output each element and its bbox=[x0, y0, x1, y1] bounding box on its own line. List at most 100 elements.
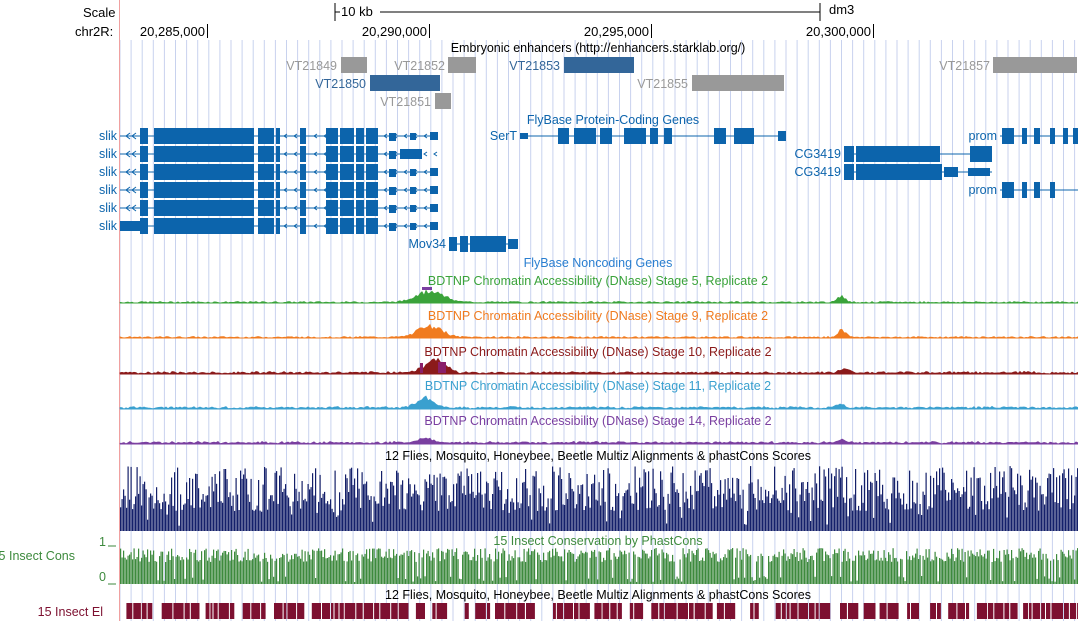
phastcons-bar bbox=[1002, 581, 1004, 584]
enhancer-label[interactable]: VT21852 bbox=[394, 59, 445, 73]
gene-label[interactable]: prom bbox=[969, 183, 997, 197]
mov34-exons[interactable] bbox=[449, 236, 518, 252]
multiz-bar bbox=[420, 504, 422, 531]
sert-exons[interactable] bbox=[520, 128, 786, 144]
gene-label[interactable]: slik bbox=[99, 147, 118, 161]
multiz-bar bbox=[583, 510, 585, 531]
phastcons-bar bbox=[454, 552, 456, 584]
prom-exons-1[interactable] bbox=[1002, 128, 1078, 144]
enhancer-label[interactable]: VT21851 bbox=[380, 95, 431, 109]
enhancer-feature[interactable] bbox=[564, 57, 634, 73]
gene-label[interactable]: slik bbox=[99, 183, 118, 197]
phastcons-bar bbox=[192, 577, 194, 584]
phastcons-bar bbox=[766, 578, 768, 584]
protein-coding-genes-track[interactable]: FlyBase Protein-Coding Genes slik slik s… bbox=[99, 113, 1078, 252]
phastcons-bar bbox=[429, 556, 431, 584]
gene-label[interactable]: Mov34 bbox=[408, 237, 446, 251]
strand-arrow bbox=[403, 187, 408, 193]
multiz-bar bbox=[960, 497, 962, 531]
phastcons-bar bbox=[585, 551, 587, 584]
conserved-element bbox=[840, 603, 847, 619]
conserved-element bbox=[937, 603, 941, 619]
phastcons-bar bbox=[984, 553, 986, 584]
gene-label[interactable]: slik bbox=[99, 201, 118, 215]
phastcons-bar bbox=[484, 548, 486, 584]
multiz-bar bbox=[432, 485, 434, 531]
phastcons-bar bbox=[501, 553, 503, 584]
enhancer-feature[interactable] bbox=[435, 93, 451, 109]
slik-transcripts[interactable]: slik slik slik slik slik slik bbox=[99, 128, 438, 234]
enhancer-label[interactable]: VT21857 bbox=[939, 59, 990, 73]
conserved-element bbox=[815, 603, 819, 619]
enhancer-feature[interactable] bbox=[341, 57, 367, 73]
enhancer-label[interactable]: VT21853 bbox=[509, 59, 560, 73]
gene-label[interactable]: slik bbox=[99, 219, 118, 233]
phastcons-bar bbox=[1015, 556, 1017, 584]
phastcons-bar bbox=[520, 561, 522, 584]
conserved-element bbox=[957, 603, 965, 619]
phastcons-bar bbox=[141, 557, 143, 584]
cg3419-exons-1[interactable] bbox=[844, 146, 992, 162]
multiz-bar bbox=[1071, 475, 1073, 531]
multiz-bar bbox=[615, 483, 617, 531]
conserved-element bbox=[911, 603, 919, 619]
gene-label[interactable]: CG3419 bbox=[794, 165, 841, 179]
ruler[interactable]: Scale chr2R: 10 kb dm3 20,285,000 20,290… bbox=[75, 2, 874, 39]
gene-label[interactable]: SerT bbox=[490, 129, 517, 143]
multiz-bar bbox=[291, 514, 293, 531]
gene-label[interactable]: CG3419 bbox=[794, 147, 841, 161]
phastcons-bar bbox=[508, 554, 510, 584]
elements-side-label[interactable]: 15 Insect El bbox=[38, 605, 103, 619]
enhancer-feature[interactable] bbox=[448, 57, 476, 73]
enhancer-label[interactable]: VT21850 bbox=[315, 77, 366, 91]
phastcons-bar bbox=[399, 555, 401, 584]
tick-label: 20,290,000 bbox=[362, 24, 427, 39]
multiz-bar bbox=[661, 479, 663, 531]
conserved-elements-track[interactable]: 12 Flies, Mosquito, Honeybee, Beetle Mul… bbox=[38, 588, 1078, 619]
multiz-bar bbox=[717, 490, 719, 531]
phastcons-bar bbox=[966, 577, 968, 584]
gene-label[interactable]: slik bbox=[99, 165, 118, 179]
noncoding-genes-track[interactable]: FlyBase Noncoding Genes bbox=[524, 256, 673, 270]
multiz-track[interactable]: 12 Flies, Mosquito, Honeybee, Beetle Mul… bbox=[120, 449, 1078, 532]
multiz-bar bbox=[570, 478, 572, 531]
phastcons-bar bbox=[828, 555, 830, 584]
phastcons-bar bbox=[1063, 553, 1065, 584]
gene-exon bbox=[258, 164, 274, 180]
multiz-bar bbox=[792, 470, 794, 531]
multiz-bar bbox=[799, 494, 801, 531]
strand-arrow bbox=[125, 204, 131, 212]
multiz-bar bbox=[310, 487, 312, 531]
tick-label: 20,295,000 bbox=[584, 24, 649, 39]
gene-label[interactable]: prom bbox=[969, 129, 997, 143]
phastcons-track[interactable]: 15 Insect Conservation by PhastCons 1 15… bbox=[0, 534, 1078, 585]
enhancer-feature[interactable] bbox=[993, 57, 1077, 73]
phastcons-bar bbox=[465, 551, 467, 584]
multiz-bar bbox=[513, 502, 515, 531]
enhancer-feature[interactable] bbox=[370, 75, 440, 91]
phastcons-side-label[interactable]: 15 Insect Cons bbox=[0, 549, 75, 563]
prom-exons-2[interactable] bbox=[1002, 182, 1055, 198]
multiz-bar bbox=[351, 467, 353, 531]
multiz-bar bbox=[1038, 510, 1040, 531]
gene-label[interactable]: slik bbox=[99, 129, 118, 143]
phastcons-bar bbox=[334, 550, 336, 584]
phastcons-bar bbox=[759, 577, 761, 584]
enhancer-label[interactable]: VT21849 bbox=[286, 59, 337, 73]
enhancer-feature[interactable] bbox=[692, 75, 784, 91]
strand-arrow bbox=[293, 169, 298, 175]
multiz-bar bbox=[474, 497, 476, 531]
multiz-bar bbox=[462, 493, 464, 531]
phastcons-bar bbox=[273, 576, 275, 584]
phastcons-bar bbox=[801, 559, 803, 584]
phastcons-bar bbox=[922, 555, 924, 584]
multiz-bar bbox=[360, 507, 362, 531]
strand-arrow bbox=[283, 151, 288, 157]
cg3419-exons-2[interactable] bbox=[844, 164, 990, 180]
phastcons-bar bbox=[435, 581, 437, 584]
dnase-tracks[interactable]: BDTNP Chromatin Accessibility (DNase) St… bbox=[119, 274, 1078, 445]
gene-exon bbox=[340, 182, 354, 198]
phastcons-bar bbox=[873, 550, 875, 584]
enhancer-track[interactable]: Embryonic enhancers (http://enhancers.st… bbox=[286, 41, 1077, 109]
enhancer-label[interactable]: VT21855 bbox=[637, 77, 688, 91]
